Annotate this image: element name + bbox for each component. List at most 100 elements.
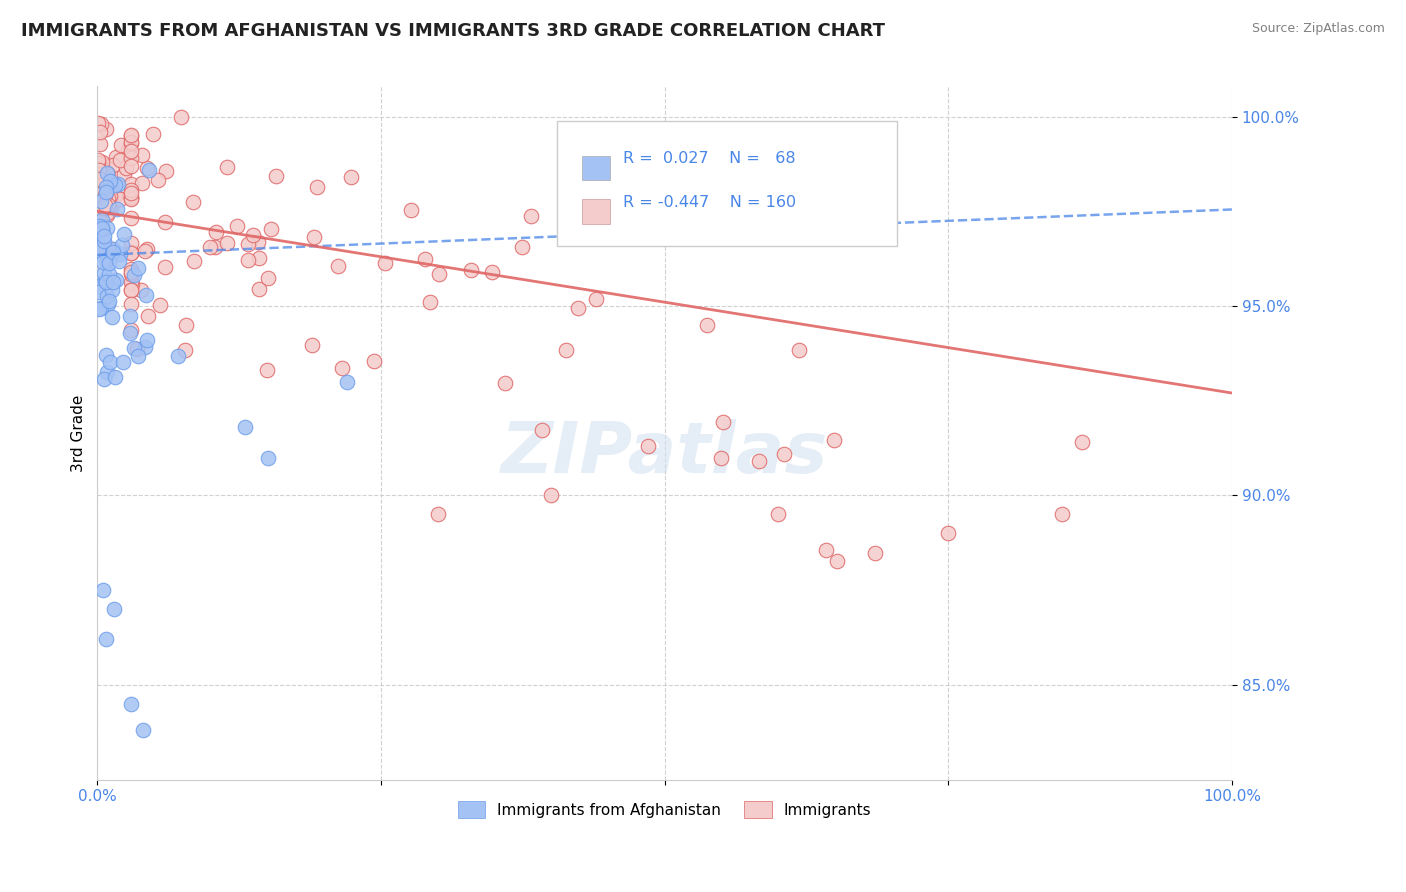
Point — [512, 240, 534, 254]
Point — [260, 221, 283, 235]
Point — [93, 202, 115, 216]
Point — [89, 175, 111, 189]
Point — [104, 178, 127, 193]
Point — [1070, 434, 1092, 449]
Point — [215, 160, 238, 174]
Point — [87, 184, 110, 198]
Point — [149, 298, 172, 312]
Point — [97, 294, 120, 309]
Point — [89, 172, 111, 186]
Point — [135, 161, 157, 176]
Point — [87, 278, 110, 293]
Point — [363, 354, 385, 368]
Point — [108, 254, 131, 268]
Point — [91, 201, 114, 215]
Point — [865, 546, 887, 560]
Point — [94, 121, 117, 136]
Point — [87, 236, 110, 251]
Point — [87, 285, 110, 299]
Point — [98, 189, 121, 203]
Point — [131, 147, 153, 161]
Point — [135, 287, 157, 301]
Point — [426, 508, 449, 522]
Point — [174, 343, 197, 358]
Y-axis label: 3rd Grade: 3rd Grade — [72, 394, 86, 472]
Point — [124, 341, 146, 355]
Point — [97, 256, 120, 270]
Point — [91, 583, 114, 598]
Point — [87, 236, 110, 251]
Point — [138, 163, 160, 178]
Point — [120, 151, 142, 165]
Point — [153, 260, 176, 275]
Point — [87, 185, 110, 199]
Point — [823, 433, 845, 447]
Point — [89, 187, 111, 202]
Legend: Immigrants from Afghanistan, Immigrants: Immigrants from Afghanistan, Immigrants — [451, 795, 877, 824]
Text: R =  0.027    N =   68: R = 0.027 N = 68 — [623, 151, 796, 166]
Point — [120, 283, 142, 297]
Point — [120, 190, 142, 204]
Point — [120, 136, 142, 151]
Point — [120, 297, 142, 311]
Point — [120, 246, 142, 260]
Point — [114, 161, 136, 176]
Point — [132, 723, 155, 738]
Point — [93, 229, 115, 244]
Point — [136, 309, 159, 323]
Point — [87, 153, 110, 167]
Point — [307, 180, 329, 194]
Point — [87, 219, 110, 233]
Point — [336, 375, 359, 389]
Point — [120, 261, 142, 276]
Point — [100, 201, 122, 215]
Point — [98, 178, 121, 192]
Point — [90, 161, 112, 175]
Point — [120, 267, 142, 281]
Point — [200, 240, 222, 254]
Point — [710, 450, 733, 465]
Point — [121, 277, 143, 291]
Point — [120, 186, 142, 200]
Point — [94, 275, 117, 289]
Point — [399, 202, 422, 217]
Point — [101, 242, 124, 256]
Point — [205, 225, 228, 239]
Point — [120, 275, 142, 289]
Text: Source: ZipAtlas.com: Source: ZipAtlas.com — [1251, 22, 1385, 36]
Point — [90, 161, 112, 175]
Point — [246, 235, 269, 249]
Point — [98, 355, 121, 369]
Point — [97, 198, 120, 212]
Point — [256, 363, 278, 377]
Point — [97, 200, 120, 214]
Point — [87, 179, 110, 194]
Point — [96, 632, 118, 647]
Point — [90, 240, 112, 254]
Point — [96, 164, 118, 178]
Point — [96, 221, 118, 235]
Point — [90, 221, 112, 235]
Point — [120, 246, 142, 260]
Point — [93, 234, 115, 248]
Point — [120, 144, 142, 158]
Point — [302, 230, 325, 244]
Point — [815, 542, 838, 557]
Point — [112, 167, 135, 181]
Point — [87, 244, 110, 258]
Point — [87, 203, 110, 218]
Point — [90, 117, 112, 131]
Point — [120, 178, 142, 192]
Point — [101, 275, 124, 289]
Point — [789, 343, 811, 358]
Point — [120, 235, 142, 250]
Point — [637, 439, 659, 453]
Point — [264, 169, 287, 183]
Point — [90, 194, 112, 208]
Point — [429, 267, 451, 281]
Point — [120, 182, 142, 196]
Point — [215, 235, 238, 250]
Point — [256, 450, 278, 465]
Point — [135, 243, 157, 257]
Point — [301, 338, 323, 352]
